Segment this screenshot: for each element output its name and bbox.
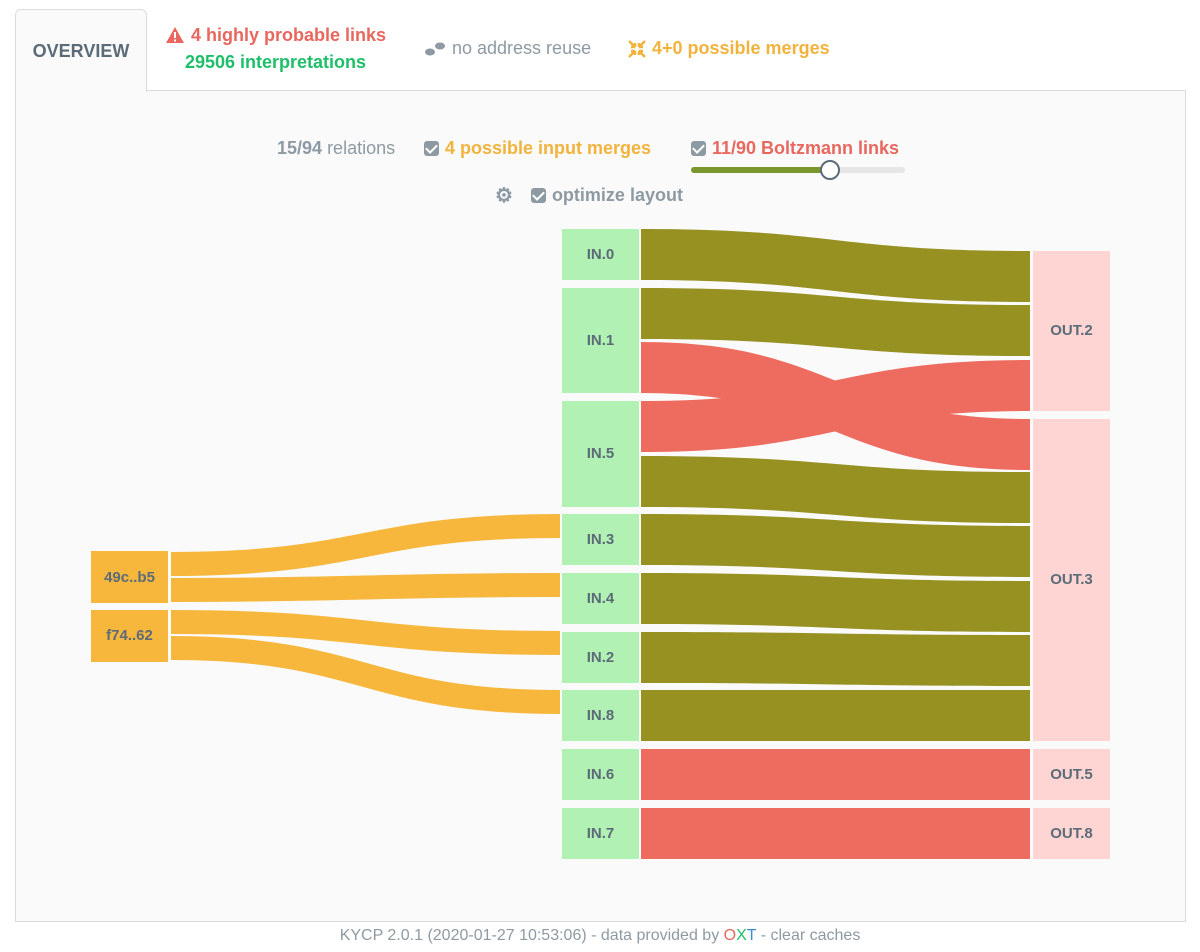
output-label: OUT.5: [1050, 766, 1093, 783]
output-node[interactable]: [1033, 749, 1110, 800]
footprints-icon: [425, 42, 445, 55]
gear-icon[interactable]: ⚙: [495, 184, 513, 207]
output-label: OUT.8: [1050, 825, 1093, 842]
interpretations-label: 29506 interpretations: [184, 51, 367, 72]
link-in0-out2: [641, 229, 1030, 302]
link-in5-out2: [641, 360, 1030, 452]
link-in6-out5: [641, 749, 1030, 800]
link-in2-out3: [641, 632, 1030, 686]
relations-label: relations: [327, 137, 396, 158]
output-label: OUT.2: [1050, 322, 1093, 339]
boltzmann-label: 11/90 Boltzmann links: [712, 137, 900, 158]
input-node[interactable]: [562, 401, 639, 507]
merge-link: [170, 610, 561, 655]
input-label: IN.8: [587, 707, 615, 724]
output-node[interactable]: [1033, 251, 1110, 411]
link-in7-out8: [641, 808, 1030, 859]
cluster-nodes: 49c..b5 f74..62: [91, 551, 171, 662]
optimize-layout-label: optimize layout: [551, 184, 683, 205]
input-merges-checkbox[interactable]: [424, 140, 439, 156]
output-node[interactable]: [1033, 808, 1110, 859]
tab-links[interactable]: 4 highly probable links 29506 interpreta…: [165, 22, 386, 76]
merge-link: [170, 514, 561, 576]
relations-number: 15/94: [277, 137, 323, 158]
input-node[interactable]: [562, 514, 639, 565]
input-label: IN.5: [587, 445, 615, 462]
merge-link: [170, 636, 561, 714]
tab-bar: OVERVIEW 4 highly probable links 29506 i…: [0, 0, 1200, 92]
cluster-node[interactable]: [91, 610, 168, 662]
input-merges-label: 4 possible input merges: [445, 137, 652, 158]
input-label: IN.7: [587, 825, 615, 842]
input-node[interactable]: [562, 749, 639, 800]
input-label: IN.6: [587, 766, 615, 783]
links-warning: 4 highly probable links: [165, 22, 386, 48]
boltzmann-links: [641, 229, 1030, 859]
output-nodes: OUT.2 OUT.3 OUT.5 OUT.8: [1033, 251, 1110, 859]
relations-count: 15/94 relations: [277, 136, 395, 160]
address-reuse-label: no address reuse: [452, 38, 592, 58]
boltzmann-checkbox[interactable]: [691, 140, 706, 156]
input-node[interactable]: [562, 573, 639, 624]
link-in5-out3: [641, 456, 1030, 523]
links-probable-label: 4 highly probable links: [191, 24, 387, 45]
merge-links: [170, 514, 561, 714]
input-label: IN.1: [587, 332, 615, 349]
footer: KYCP 2.0.1 (2020-01-27 10:53:06) - data …: [0, 927, 1200, 945]
oxt-link[interactable]: OXT: [724, 927, 757, 944]
output-label: OUT.3: [1050, 571, 1093, 588]
tab-address-reuse[interactable]: no address reuse: [424, 38, 591, 59]
merge-link: [170, 573, 561, 602]
footer-version: KYCP 2.0.1 (2020-01-27 10:53:06) - data …: [339, 927, 720, 944]
link-in3-out3: [641, 514, 1030, 577]
clear-caches-link[interactable]: - clear caches: [760, 927, 861, 944]
boltzmann-toggle[interactable]: 11/90 Boltzmann links: [691, 136, 899, 160]
input-node[interactable]: [562, 808, 639, 859]
oxt-o: O: [723, 927, 737, 944]
link-in8-out3: [641, 690, 1030, 741]
input-merges-toggle[interactable]: 4 possible input merges: [424, 136, 651, 160]
cluster-node-bar: [168, 551, 171, 603]
optimize-layout-row: ⚙ optimize layout: [495, 183, 683, 207]
oxt-x: X: [736, 927, 747, 944]
merges-label: 4+0 possible merges: [652, 38, 830, 58]
link-in4-out3: [641, 573, 1030, 632]
input-node[interactable]: [562, 690, 639, 741]
input-label: IN.2: [587, 649, 615, 666]
input-nodes: IN.0 IN.1 IN.5 IN.3 IN.4 IN.2 IN.8 IN.6 …: [562, 229, 639, 859]
optimize-layout-checkbox[interactable]: [530, 187, 546, 203]
input-node[interactable]: [562, 632, 639, 683]
input-label: IN.4: [587, 590, 615, 607]
input-node[interactable]: [562, 288, 639, 393]
link-in1-out2: [641, 288, 1030, 356]
cluster-label: f74..62: [106, 627, 153, 644]
tab-merges[interactable]: 4+0 possible merges: [628, 38, 830, 59]
output-node[interactable]: [1033, 419, 1110, 741]
input-node[interactable]: [562, 229, 639, 280]
slider-fill: [691, 167, 831, 173]
cluster-label: 49c..b5: [104, 569, 155, 586]
slider-knob[interactable]: [820, 160, 841, 180]
input-label: IN.0: [587, 246, 615, 263]
oxt-t: T: [746, 927, 757, 944]
boltzmann-slider[interactable]: [691, 160, 905, 180]
cluster-node[interactable]: [91, 551, 168, 603]
compress-icon: [628, 39, 646, 58]
tab-overview[interactable]: OVERVIEW: [15, 9, 147, 92]
warning-icon: [166, 27, 184, 43]
input-label: IN.3: [587, 531, 615, 548]
